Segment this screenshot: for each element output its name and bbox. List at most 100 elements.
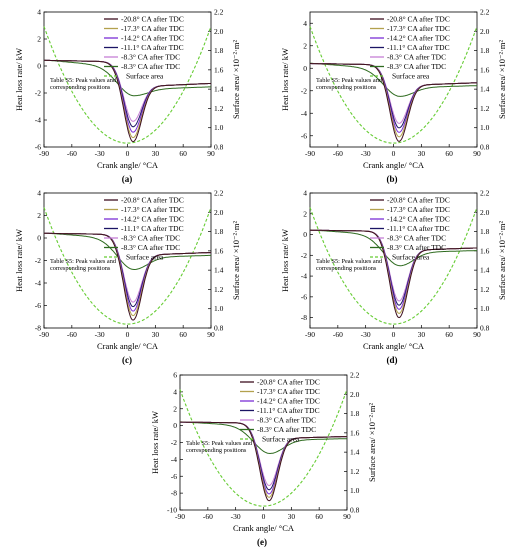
legend-label: -11.1° CA after TDC <box>257 406 320 415</box>
x-tick-label: 90 <box>207 149 215 158</box>
y-tick-label: -8 <box>301 313 307 322</box>
y2-tick-label: 1.0 <box>214 123 224 132</box>
y-axis-label: Heat loss rate/ kW <box>14 48 24 111</box>
legend-label: Surface area <box>262 435 300 444</box>
y2-tick-label: 1.0 <box>480 304 490 313</box>
y-tick-label: -4 <box>35 279 41 288</box>
series-line-6 <box>310 229 477 267</box>
x-tick-label: -30 <box>361 330 371 339</box>
y2-tick-label: 1.4 <box>214 85 224 94</box>
x-tick-label: -60 <box>67 149 77 158</box>
y-tick-label: -6 <box>35 143 41 152</box>
annotation-line-1: Table S5: Peak values and <box>50 77 117 84</box>
chart-panel: -90 -60 -30 0 30 60 90 -10 -8 -6 -4 -2 0 2 4 6 0.8 1.0 1.2… <box>150 371 377 548</box>
x-tick-label: -90 <box>175 512 185 521</box>
y2-tick-label: 0.8 <box>214 143 224 152</box>
x-tick-label: 30 <box>418 149 426 158</box>
y2-tick-label: 2.2 <box>480 8 490 17</box>
y2-tick-label: 1.6 <box>350 428 360 437</box>
y2-tick-label: 0.8 <box>480 143 490 152</box>
legend-label: -14.2° CA after TDC <box>387 34 450 43</box>
y2-tick-label: 0.8 <box>480 324 490 333</box>
series-line-1 <box>44 59 211 143</box>
y2-tick-label: 2.0 <box>214 208 224 217</box>
y2-tick-label: 1.4 <box>480 85 490 94</box>
y2-tick-label: 1.2 <box>350 467 360 476</box>
x-tick-label: 90 <box>473 330 481 339</box>
y2-tick-label: 2.0 <box>480 208 490 217</box>
panel-label: (e) <box>257 537 267 547</box>
y-tick-label: -2 <box>301 86 307 95</box>
y-tick-label: 0 <box>303 230 307 239</box>
y-tick-label: 4 <box>303 19 307 28</box>
y2-axis-label: Surface area/ ×10⁻²·m² <box>231 40 241 119</box>
y-tick-label: 2 <box>37 211 41 220</box>
y-tick-label: -6 <box>301 292 307 301</box>
y-tick-label: 0 <box>37 62 41 71</box>
legend-label: Surface area <box>126 72 164 81</box>
x-tick-label: -90 <box>305 149 315 158</box>
x-axis-label: Crank angle/ °CA <box>363 160 425 170</box>
y2-tick-label: 1.8 <box>214 227 224 236</box>
legend-label: -11.1° CA after TDC <box>121 224 184 233</box>
annotation-line-2: corresponding positions <box>50 265 111 272</box>
x-tick-label: 30 <box>152 149 160 158</box>
annotation-line-2: corresponding positions <box>186 447 247 454</box>
x-axis-label: Crank angle/ °CA <box>97 341 159 351</box>
y-tick-label: 4 <box>173 387 177 396</box>
legend-label: -8.3° CA after TDC <box>121 243 180 252</box>
y-tick-label: 0 <box>303 64 307 73</box>
y2-tick-label: 1.6 <box>480 246 490 255</box>
y2-tick-label: 1.8 <box>350 409 360 418</box>
y-tick-label: -6 <box>171 472 177 481</box>
y-tick-label: -6 <box>35 301 41 310</box>
y-axis-label: Heat loss rate/ kW <box>14 229 24 292</box>
legend-label: -11.1° CA after TDC <box>387 224 450 233</box>
legend-label: -8.3° CA after TDC <box>387 234 446 243</box>
y2-tick-label: 2.2 <box>350 371 360 380</box>
x-tick-label: 90 <box>207 330 215 339</box>
y2-tick-label: 2.2 <box>480 189 490 198</box>
legend-label: -8.3° CA after TDC <box>121 62 180 71</box>
y2-tick-label: 1.4 <box>480 266 490 275</box>
y2-tick-label: 1.2 <box>214 104 224 113</box>
x-axis-label: Crank angle/ °CA <box>363 341 425 351</box>
series-line-6 <box>179 421 347 455</box>
x-tick-label: 60 <box>179 330 187 339</box>
legend-label: -8.3° CA after TDC <box>121 234 180 243</box>
series-line-1 <box>310 63 477 142</box>
legend-label: -8.3° CA after TDC <box>257 416 316 425</box>
y2-tick-label: 1.2 <box>214 285 224 294</box>
annotation-line-1: Table S5: Peak values and <box>186 440 253 447</box>
x-tick-label: -30 <box>95 149 105 158</box>
y2-tick-label: 1.6 <box>480 65 490 74</box>
annotation-line-2: corresponding positions <box>316 84 377 91</box>
x-tick-label: 0 <box>392 149 396 158</box>
y2-tick-label: 1.8 <box>480 227 490 236</box>
x-axis-label: Crank angle/ °CA <box>97 160 159 170</box>
legend-label: -20.8° CA after TDC <box>121 15 184 24</box>
y2-tick-label: 2.2 <box>214 189 224 198</box>
y-tick-label: 2 <box>37 35 41 44</box>
annotation-line-1: Table S5: Peak values and <box>50 258 117 265</box>
y-axis-label: Heat loss rate/ kW <box>280 48 290 111</box>
panel-label: (b) <box>387 174 398 184</box>
panel-label: (a) <box>122 174 133 184</box>
x-tick-label: 30 <box>288 512 296 521</box>
y-tick-label: -8 <box>35 324 41 333</box>
y2-tick-label: 2.2 <box>214 8 224 17</box>
legend-label: Surface area <box>126 253 164 262</box>
chart-panel: -90 -60 -30 0 30 60 90 -8 -6 -4 -2 0 2 4 0.8 1.0 1.2 1.4 1… <box>14 189 241 366</box>
legend-label: -14.2° CA after TDC <box>387 215 450 224</box>
x-tick-label: -60 <box>203 512 213 521</box>
y2-tick-label: 1.2 <box>480 285 490 294</box>
y-tick-label: -4 <box>35 116 41 125</box>
x-tick-label: 0 <box>126 330 130 339</box>
chart-panel: -90 -60 -30 0 30 60 90 -8 -6 -4 -2 0 2 4 0.8 1.0 1.2 1.4 1… <box>280 189 507 366</box>
surface-area-line <box>179 389 348 507</box>
x-tick-label: 0 <box>392 330 396 339</box>
series-line-6 <box>43 232 211 270</box>
x-tick-label: 60 <box>445 330 453 339</box>
y-axis-label: Heat loss rate/ kW <box>280 229 290 292</box>
y2-axis-label: Surface area/ ×10⁻²·m² <box>497 40 507 119</box>
